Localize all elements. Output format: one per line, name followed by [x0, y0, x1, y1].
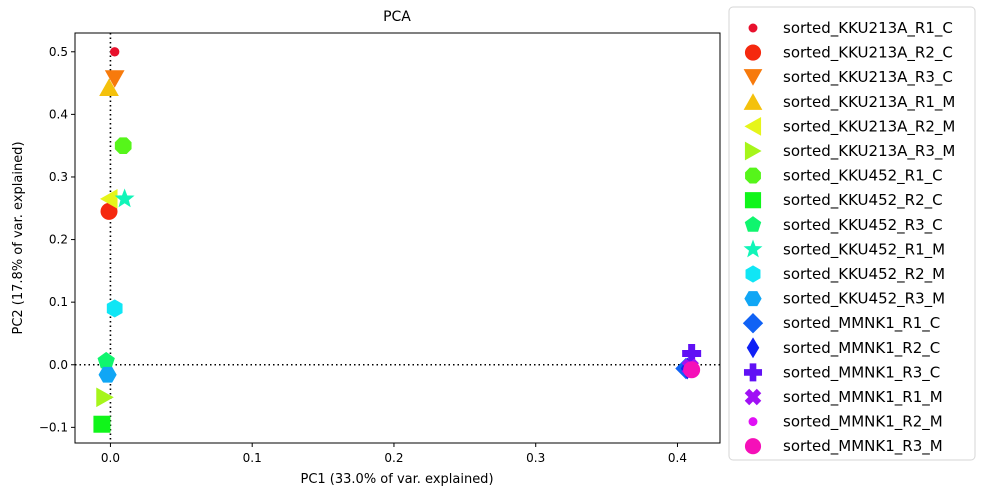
legend-label: sorted_MMNK1_R3_C — [783, 363, 940, 382]
legend-label: sorted_KKU452_R1_C — [783, 167, 943, 186]
legend-marker-sorted_KKU213A_R2_C — [744, 44, 762, 61]
legend-marker-sorted_KKU213A_R2_M — [744, 117, 762, 136]
data-point-sorted_KKU452_R2_M — [106, 299, 123, 318]
legend-marker-sorted_MMNK1_R1_C — [742, 313, 764, 334]
data-point-sorted_KKU452_R3_C — [97, 351, 115, 369]
x-tick-label: 0.2 — [384, 451, 403, 465]
legend-label: sorted_KKU213A_R1_M — [783, 93, 955, 112]
legend-label: sorted_KKU452_R3_C — [783, 216, 943, 235]
legend-label: sorted_KKU213A_R3_M — [783, 142, 955, 161]
legend-marker-sorted_MMNK1_R1_M — [744, 388, 762, 406]
y-tick-label: 0.1 — [49, 295, 68, 309]
y-tick-label: 0.5 — [49, 45, 68, 59]
legend-label: sorted_KKU213A_R2_M — [783, 117, 955, 136]
legend-marker-sorted_KKU452_R3_C — [744, 216, 762, 232]
y-tick-label: 0.4 — [49, 107, 68, 121]
plot-frame — [74, 32, 721, 444]
x-axis-label: PC1 (33.0% of var. explained) — [300, 472, 493, 487]
y-tick-label: 0.2 — [49, 233, 68, 247]
legend-marker-sorted_MMNK1_R3_M — [744, 438, 762, 455]
y-tick-label: −0.1 — [39, 420, 68, 434]
data-point-sorted_KKU213A_R3_C — [104, 70, 125, 88]
legend-marker-sorted_KKU452_R2_M — [745, 265, 761, 283]
legend-marker-sorted_KKU213A_R1_C — [748, 23, 758, 33]
legend-label: sorted_MMNK1_R3_M — [783, 437, 943, 456]
legend-marker-sorted_KKU452_R1_C — [745, 167, 761, 184]
legend-label: sorted_KKU452_R2_C — [783, 191, 943, 210]
legend-marker-sorted_KKU452_R2_C — [744, 192, 762, 209]
legend-label: sorted_KKU452_R3_M — [783, 290, 945, 309]
x-tick-label: 0.3 — [526, 451, 545, 465]
chart-title: PCA — [383, 9, 411, 25]
legend-marker-sorted_KKU213A_R1_M — [743, 93, 763, 110]
legend-marker-sorted_MMNK1_R3_C — [743, 363, 763, 382]
legend-label: sorted_MMNK1_R1_M — [783, 388, 943, 407]
data-point-sorted_KKU213A_R1_M — [99, 78, 119, 96]
legend-label: sorted_KKU213A_R2_C — [783, 44, 953, 63]
data-point-sorted_KKU452_R3_M — [98, 366, 117, 383]
data-point-sorted_KKU213A_R2_M — [100, 189, 118, 209]
legend-label: sorted_MMNK1_R2_C — [783, 339, 940, 358]
x-tick-label: 0.0 — [101, 451, 120, 465]
data-point-sorted_KKU452_R1_M — [114, 188, 135, 208]
legend-marker-sorted_MMNK1_R2_C — [746, 337, 760, 359]
legend-marker-sorted_KKU452_R3_M — [744, 291, 762, 307]
data-point-sorted_MMNK1_R3_M — [683, 361, 701, 379]
legend-label: sorted_KKU452_R2_M — [783, 265, 945, 284]
data-point-sorted_KKU452_R1_C — [114, 137, 132, 155]
legend-marker-sorted_KKU452_R1_M — [743, 239, 763, 258]
y-axis-label: PC2 (17.8% of var. explained) — [11, 141, 26, 334]
legend-box — [728, 6, 976, 461]
data-point-sorted_KKU213A_R3_M — [96, 387, 114, 408]
data-point-sorted_KKU213A_R1_C — [109, 47, 120, 57]
data-point-sorted_KKU452_R2_C — [93, 415, 111, 433]
legend-marker-sorted_KKU213A_R3_C — [743, 69, 763, 86]
x-tick-label: 0.4 — [668, 451, 687, 465]
x-tick-label: 0.1 — [243, 451, 262, 465]
legend-marker-sorted_KKU213A_R3_M — [744, 141, 762, 161]
legend-label: sorted_MMNK1_R1_C — [783, 314, 940, 333]
legend-label: sorted_KKU213A_R3_C — [783, 68, 953, 87]
legend-label: sorted_KKU452_R1_M — [783, 240, 945, 259]
y-tick-label: 0.0 — [49, 358, 68, 372]
legend-label: sorted_KKU213A_R1_C — [783, 19, 953, 38]
legend-label: sorted_MMNK1_R2_M — [783, 413, 943, 432]
legend-marker-sorted_MMNK1_R2_M — [748, 417, 758, 427]
y-tick-label: 0.3 — [49, 170, 68, 184]
